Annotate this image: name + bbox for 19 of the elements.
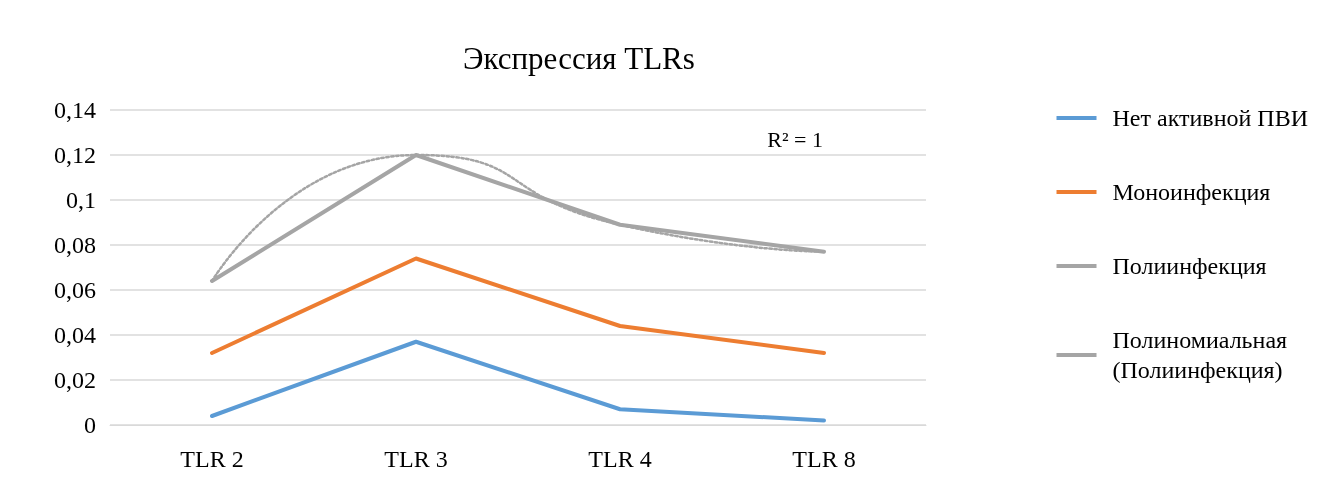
- legend-label: Нет активной ПВИ: [1112, 105, 1309, 131]
- y-tick-label: 0,08: [54, 232, 96, 258]
- line-series: [210, 339, 826, 423]
- y-tick-label: 0,06: [54, 277, 96, 303]
- legend-label: Моноинфекция: [1112, 179, 1271, 205]
- x-tick-label: TLR 4: [588, 446, 652, 472]
- x-tick-label: TLR 2: [180, 446, 244, 472]
- y-tick-label: 0,02: [54, 367, 96, 393]
- y-tick-label: 0,1: [66, 187, 96, 213]
- y-tick-label: 0: [84, 412, 96, 438]
- legend-label: Полиномиальная (Полиинфекция): [1112, 327, 1288, 383]
- chart-title: Экспрессия TLRs: [463, 41, 695, 76]
- y-tick-label: 0,12: [54, 142, 96, 168]
- x-tick-label: TLR 8: [792, 446, 856, 472]
- y-tick-label: 0,04: [54, 322, 96, 348]
- annotation: R² = 1: [767, 126, 824, 152]
- legend-label: Полиинфекция: [1112, 253, 1267, 279]
- x-tick-label: TLR 3: [384, 446, 448, 472]
- y-tick-label: 0,14: [54, 97, 96, 123]
